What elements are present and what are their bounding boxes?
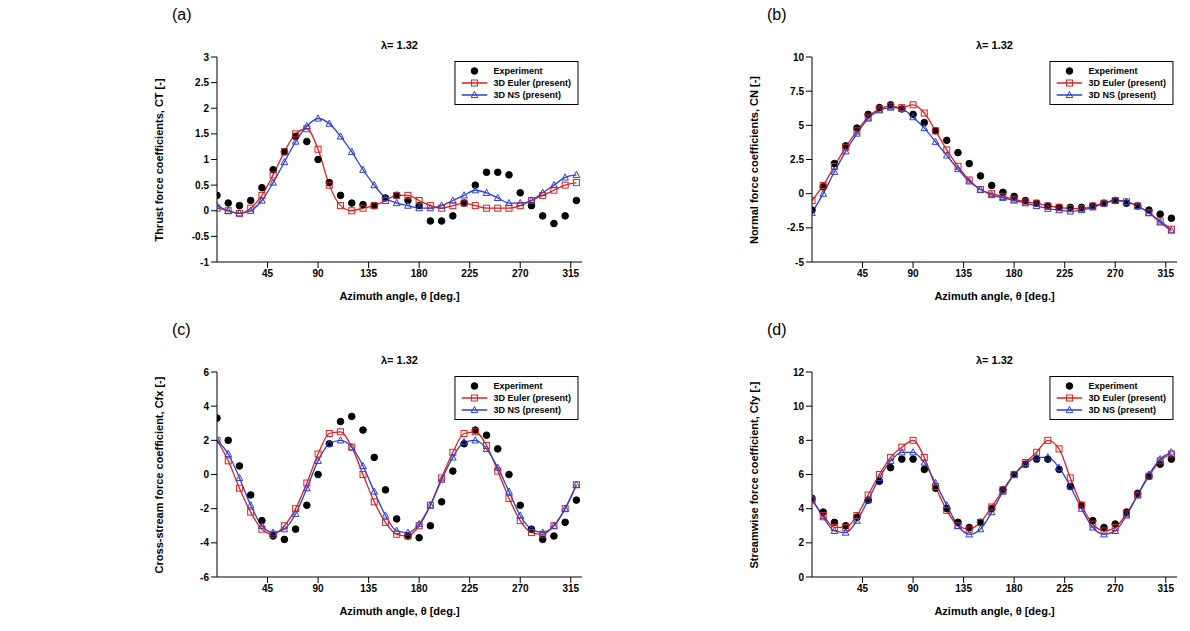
svg-text:8: 8 (798, 435, 804, 446)
html-text:λ= 1.32: λ= 1.32 (381, 354, 418, 366)
svg-text:-2.5: -2.5 (787, 222, 805, 233)
svg-text:2: 2 (203, 103, 209, 114)
svg-text:45: 45 (262, 583, 274, 594)
svg-text:180: 180 (1006, 583, 1023, 594)
svg-text:-2: -2 (200, 503, 209, 514)
svg-text:1.5: 1.5 (195, 128, 209, 139)
html-text:Experiment: Experiment (1088, 66, 1138, 76)
html-text:3D Euler (present): 3D Euler (present) (493, 78, 571, 88)
svg-text:225: 225 (461, 268, 478, 279)
html-text:λ= 1.32: λ= 1.32 (976, 39, 1013, 51)
svg-text:4: 4 (798, 503, 804, 514)
svg-text:225: 225 (1056, 583, 1073, 594)
svg-text:315: 315 (1157, 583, 1174, 594)
html-text:3D Euler (present): 3D Euler (present) (1088, 78, 1166, 88)
svg-text:-6: -6 (200, 572, 209, 583)
svg-text:315: 315 (562, 268, 579, 279)
svg-text:Azimuth angle, θ [deg.]: Azimuth angle, θ [deg.] (934, 605, 1055, 617)
html-text:(c): (c) (172, 321, 191, 338)
html-text:λ= 1.32: λ= 1.32 (976, 354, 1013, 366)
svg-text:270: 270 (1107, 268, 1124, 279)
svg-text:0: 0 (203, 469, 209, 480)
html-text:λ= 1.32: λ= 1.32 (381, 39, 418, 51)
svg-text:Azimuth angle, θ [deg.]: Azimuth angle, θ [deg.] (339, 290, 460, 302)
svg-text:135: 135 (955, 268, 972, 279)
svg-text:Azimuth angle, θ [deg.]: Azimuth angle, θ [deg.] (934, 290, 1055, 302)
svg-text:0: 0 (798, 188, 804, 199)
svg-text:2: 2 (798, 537, 804, 548)
svg-text:12: 12 (793, 367, 805, 378)
svg-text:270: 270 (512, 268, 529, 279)
svg-text:2.5: 2.5 (195, 77, 209, 88)
svg-text:0: 0 (798, 572, 804, 583)
svg-text:4: 4 (203, 401, 209, 412)
svg-text:315: 315 (562, 583, 579, 594)
svg-text:225: 225 (461, 583, 478, 594)
html-text:3D NS (present): 3D NS (present) (493, 405, 561, 415)
html-text:Thrust force coefficients, CT: Thrust force coefficients, CT [-] (153, 77, 165, 242)
svg-text:2.5: 2.5 (790, 154, 804, 165)
html-text:3D NS (present): 3D NS (present) (493, 90, 561, 100)
svg-text:90: 90 (313, 583, 325, 594)
svg-text:-4: -4 (200, 537, 209, 548)
svg-text:45: 45 (262, 268, 274, 279)
html-text:Cross-stream force coefficient: Cross-stream force coefficient, Cfx [-] (153, 376, 165, 573)
svg-text:-1: -1 (200, 257, 209, 268)
svg-text:10: 10 (793, 52, 805, 63)
svg-text:90: 90 (908, 268, 920, 279)
svg-text:Azimuth angle, θ [deg.]: Azimuth angle, θ [deg.] (339, 605, 460, 617)
svg-text:270: 270 (512, 583, 529, 594)
svg-text:225: 225 (1056, 268, 1073, 279)
html-text:(a): (a) (172, 6, 192, 23)
html-text:3D NS (present): 3D NS (present) (1088, 405, 1156, 415)
svg-text:180: 180 (411, 583, 428, 594)
svg-text:315: 315 (1157, 268, 1174, 279)
svg-text:180: 180 (1006, 268, 1023, 279)
svg-text:270: 270 (1107, 583, 1124, 594)
html-text:(b): (b) (767, 6, 787, 23)
svg-text:2: 2 (203, 435, 209, 446)
svg-text:6: 6 (203, 367, 209, 378)
html-text:Streamwise force coefficient,: Streamwise force coefficient, Cfy [-] (748, 381, 760, 568)
svg-text:-0.5: -0.5 (192, 231, 210, 242)
svg-text:5: 5 (798, 120, 804, 131)
svg-text:0.5: 0.5 (195, 180, 209, 191)
html-text:3D Euler (present): 3D Euler (present) (493, 393, 571, 403)
html-text:Experiment: Experiment (1088, 381, 1138, 391)
html-text:3D Euler (present): 3D Euler (present) (1088, 393, 1166, 403)
svg-text:-5: -5 (795, 257, 804, 268)
svg-text:6: 6 (798, 469, 804, 480)
html-text:Experiment: Experiment (493, 381, 543, 391)
svg-text:135: 135 (360, 268, 377, 279)
html-text:3D NS (present): 3D NS (present) (1088, 90, 1156, 100)
html-text:(d): (d) (767, 321, 787, 338)
html-text:Experiment: Experiment (493, 66, 543, 76)
svg-text:180: 180 (411, 268, 428, 279)
html-text:Normal force coefficients, CN: Normal force coefficients, CN [-] (748, 75, 760, 244)
svg-text:45: 45 (857, 268, 869, 279)
svg-text:135: 135 (955, 583, 972, 594)
svg-text:7.5: 7.5 (790, 86, 804, 97)
svg-text:135: 135 (360, 583, 377, 594)
svg-text:0: 0 (203, 205, 209, 216)
svg-text:10: 10 (793, 401, 805, 412)
svg-text:3: 3 (203, 52, 209, 63)
svg-text:45: 45 (857, 583, 869, 594)
svg-text:90: 90 (908, 583, 920, 594)
svg-text:90: 90 (313, 268, 325, 279)
svg-text:1: 1 (203, 154, 209, 165)
